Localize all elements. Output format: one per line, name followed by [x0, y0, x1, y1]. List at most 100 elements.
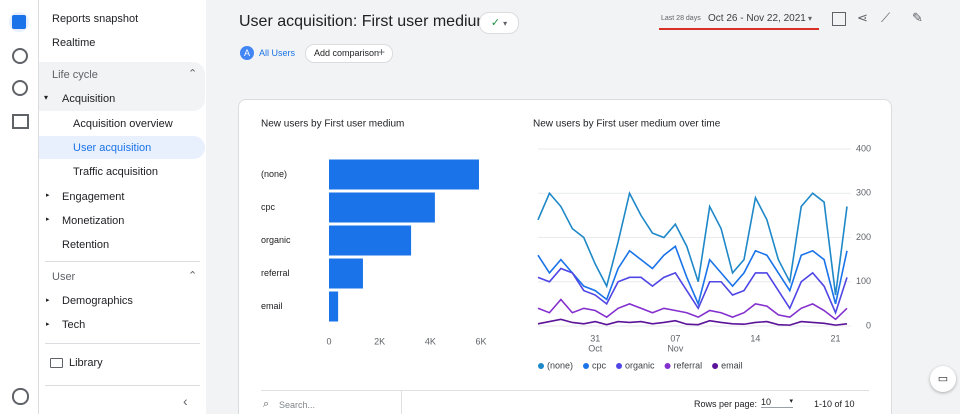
charts: New users by First user medium New users… [261, 119, 871, 371]
nav-group[interactable]: Monetization [62, 215, 125, 227]
reports-glyph [12, 15, 26, 29]
section-bg [39, 62, 205, 111]
date-prefix: Last 28 days [661, 15, 701, 22]
x-tick-label: 4K [425, 336, 436, 346]
expand-icon: ▾ [44, 93, 49, 102]
line [537, 298, 848, 321]
legend-swatch [664, 363, 671, 369]
x-tick-label: 31 [590, 333, 600, 343]
x-tick-sublabel: Nov [667, 343, 684, 353]
card: New users by First user medium New users… [238, 99, 892, 414]
legend-swatch [712, 363, 719, 369]
legend-label: referral [674, 360, 703, 370]
date-range[interactable]: Oct 26 - Nov 22, 2021 [708, 13, 806, 24]
x-tick-label: 07 [670, 333, 680, 343]
line [537, 245, 848, 307]
search-icon: ⌕ [263, 398, 270, 410]
nav-item[interactable]: Reports snapshot [52, 13, 139, 25]
nav-subitem-active[interactable]: User acquisition [73, 142, 152, 154]
nav-group[interactable]: Engagement [62, 191, 125, 203]
y-tick-label: email [261, 301, 283, 311]
nav-item[interactable]: Library [69, 357, 103, 369]
legend-label: (none) [547, 360, 573, 370]
plus-icon: + [378, 45, 386, 59]
customize-icon[interactable] [832, 12, 846, 26]
status-chip[interactable]: ✓ ▾ [479, 12, 519, 34]
settings-icon[interactable] [12, 388, 29, 405]
explore-icon[interactable] [12, 48, 28, 64]
bar [329, 225, 412, 256]
edit-icon[interactable]: ✎ [912, 10, 923, 25]
rows-label: Rows per page: [694, 399, 758, 409]
insights-icon[interactable]: ⟋ [881, 10, 891, 25]
divider [45, 343, 200, 344]
icon-rail [0, 0, 39, 414]
x-tick-sublabel: Oct [588, 343, 603, 353]
nav-item[interactable]: Retention [62, 239, 110, 251]
y-tick-label: cpc [261, 202, 276, 212]
expand-icon: ▸ [46, 192, 50, 199]
page-range: 1-10 of 10 [814, 399, 855, 409]
legend-swatch [538, 363, 544, 369]
expand-icon: ▸ [46, 216, 50, 223]
line [537, 318, 848, 326]
section-title[interactable]: User [52, 271, 76, 283]
line [537, 190, 848, 296]
line [537, 267, 848, 315]
expand-icon: ▸ [46, 297, 50, 304]
y-tick-label: 200 [856, 232, 871, 242]
rows-value: 10 [761, 397, 772, 407]
y-tick-label: referral [261, 268, 290, 278]
legend-label: cpc [592, 360, 607, 370]
bar [329, 291, 339, 322]
segment-chip[interactable]: All Users [259, 48, 296, 58]
y-tick-label: (none) [261, 169, 287, 179]
chart-title: New users by First user medium [261, 119, 404, 130]
segment-badge: A [240, 46, 254, 60]
legend-label: organic [625, 360, 655, 370]
advertising-icon[interactable] [12, 80, 28, 96]
x-tick-label: 0 [326, 336, 331, 346]
nav-panel: Reports snapshot Realtime Life cycle ⌃ ▾… [39, 0, 206, 414]
underline-annotation [659, 28, 819, 30]
divider [45, 261, 200, 262]
folder-icon [50, 358, 63, 368]
y-tick-label: organic [261, 235, 291, 245]
y-tick-label: 100 [856, 276, 871, 286]
share-icon[interactable]: ⋖ [857, 10, 868, 25]
nav-subitem[interactable]: Traffic acquisition [73, 166, 158, 178]
add-comparison-chip[interactable]: Add comparison + [305, 44, 393, 63]
chart-title: New users by First user medium over time [533, 119, 721, 130]
y-tick-label: 300 [856, 188, 871, 198]
feedback-button[interactable]: ▭ [930, 366, 956, 392]
nav-subitem[interactable]: Acquisition overview [73, 118, 173, 130]
nav-item[interactable]: Realtime [52, 37, 96, 49]
search-placeholder: Search... [279, 400, 316, 410]
table-footer: ⌕ Search... Rows per page: 10 ▾ 1-10 of 10 [261, 390, 869, 414]
bar [329, 159, 479, 190]
nav-group[interactable]: Demographics [62, 295, 133, 307]
collapse-nav[interactable]: ‹ [183, 393, 188, 409]
date-dropdown[interactable]: ▾ [808, 14, 813, 23]
nav-group[interactable]: Tech [62, 319, 86, 331]
nav-group[interactable]: Acquisition [62, 93, 116, 105]
active-bg [39, 136, 205, 159]
divider [45, 385, 200, 386]
bar [329, 258, 363, 289]
legend-label: email [721, 360, 743, 370]
page-title: User acquisition: First user medium [239, 13, 490, 30]
x-tick-label: 14 [750, 333, 760, 343]
configure-icon[interactable] [12, 114, 29, 129]
x-tick-label: 21 [831, 333, 841, 343]
collapse-icon[interactable]: ⌃ [188, 68, 198, 80]
expand-icon: ▸ [46, 321, 50, 328]
x-tick-label: 2K [374, 336, 385, 346]
legend-swatch [583, 363, 590, 369]
search-box[interactable]: ⌕ Search... [261, 391, 402, 414]
rows-select[interactable]: 10 ▾ [761, 397, 793, 408]
add-comparison-label: Add comparison [314, 48, 380, 58]
x-tick-label: 6K [475, 336, 486, 346]
collapse-icon[interactable]: ⌃ [188, 270, 198, 282]
section-title[interactable]: Life cycle [52, 69, 98, 81]
